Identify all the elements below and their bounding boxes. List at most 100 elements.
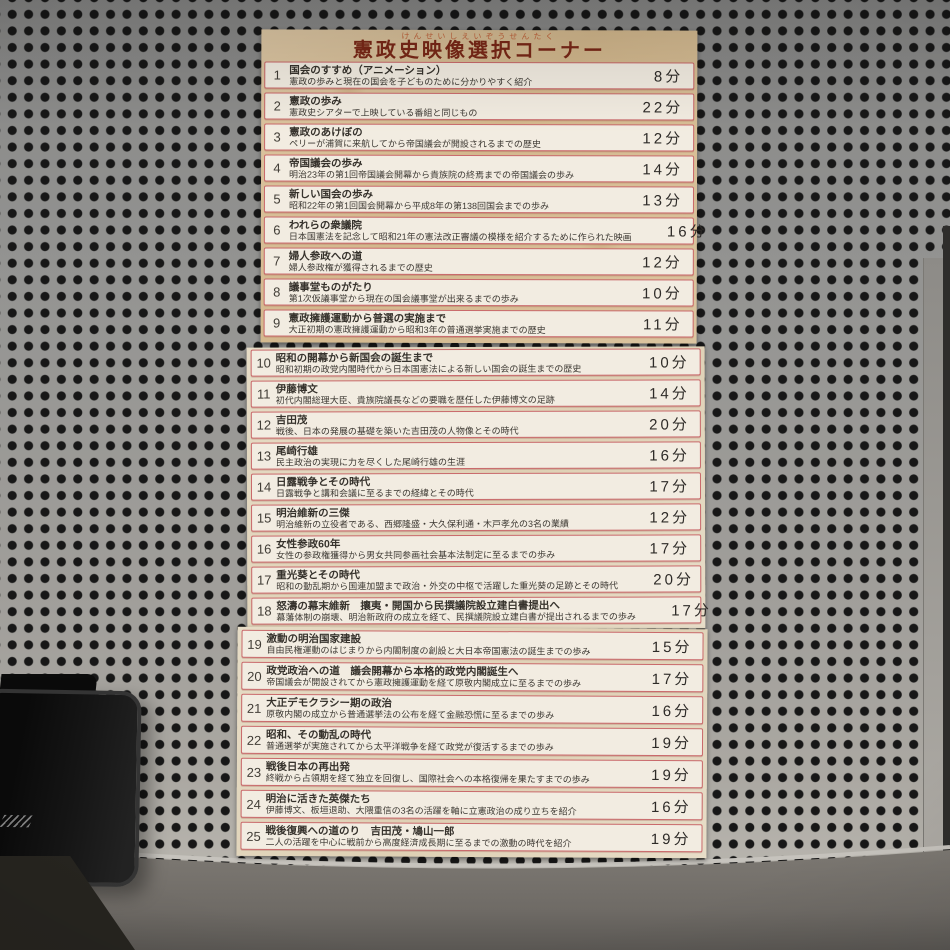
item-text: 昭和、その動乱の時代 普通選挙が実施されてから太平洋戦争を経て政党が復活するまで… xyxy=(266,727,616,755)
item-number: 9 xyxy=(272,315,281,331)
item-title: 明治維新の三傑 xyxy=(276,507,350,520)
item-description: 伊藤博文、板垣退助、大隈重信の3名の活躍を軸に立憲政治の成り立ちを紹介 xyxy=(265,804,577,817)
item-number: 25 xyxy=(246,828,261,844)
item-duration: 22分 xyxy=(642,99,684,117)
item-description: 幕藩体制の崩壊、明治新政府の成立を経て、民撰議院設立建白書が提出されるまでの歩み xyxy=(276,611,636,623)
item-text: 憲政のあけぼの ペリーが浦賀に来航してから帝国議会が開設されるまでの歴史 xyxy=(289,125,607,151)
item-text: 明治に活きた英傑たち 伊藤博文、板垣退助、大隈重信の3名の活躍を軸に立憲政治の成… xyxy=(266,791,616,819)
item-number: 10 xyxy=(256,355,271,371)
video-list-item: 23 戦後日本の再出発 終戦から占領期を経て独立を回復し、国際社会への本格復帰を… xyxy=(240,757,703,789)
video-list-item: 3 憲政のあけぼの ペリーが浦賀に来航してから帝国議会が開設されるまでの歴史 1… xyxy=(264,123,695,152)
video-list-item: 4 帝国議会の歩み 明治23年の第1回帝国議会開幕から貴族院の終焉までの帝国議会… xyxy=(264,154,695,183)
item-title: 尾崎行雄 xyxy=(275,445,318,458)
video-list-item: 10 昭和の開幕から新国会の誕生まで 昭和初期の政党内閣時代から日本国憲法による… xyxy=(250,348,701,377)
item-description: 終戦から占領期を経て独立を回復し、国際社会への本格復帰を果たすまでの歩み xyxy=(265,772,590,785)
item-number: 6 xyxy=(273,222,281,238)
item-description: ペリーが浦賀に来航してから帝国議会が開設されるまでの歴史 xyxy=(289,138,541,150)
item-title: われらの衆議院 xyxy=(288,219,362,232)
item-number: 24 xyxy=(246,796,261,812)
item-description: 日露戦争と講和会議に至るまでの経緯とその時代 xyxy=(276,488,474,499)
item-duration: 16分 xyxy=(649,447,690,465)
item-number: 12 xyxy=(256,417,272,433)
item-title: 伊藤博文 xyxy=(275,383,318,396)
video-list-item: 20 政党政治への道 議会開幕から本格的政党内閣誕生へ 帝国議会が開設されてから… xyxy=(241,661,704,693)
item-title: 婦人参政への道 xyxy=(288,250,363,263)
item-number: 16 xyxy=(256,541,272,557)
item-number: 19 xyxy=(247,636,262,652)
item-description: 第1次仮議事堂から現在の国会議事堂が出来るまでの歩み xyxy=(288,293,519,305)
item-description: 初代内閣総理大臣、貴族院議長などの要職を歴任した伊藤博文の足跡 xyxy=(275,394,555,406)
item-description: 普通選挙が実施されてから太平洋戦争を経て政党が復活するまでの歩み xyxy=(265,740,554,753)
item-description: 昭和22年の第1回国会開幕から平成8年の第138回国会までの歩み xyxy=(288,200,550,212)
video-list-item: 18 怒濤の幕末維新 攘夷・開国から民撰議院設立建白書提出へ 幕藩体制の崩壊、明… xyxy=(251,596,712,625)
panel-edge-shadow xyxy=(943,226,950,878)
item-text: 伊藤博文 初代内閣総理大臣、貴族院議長などの要職を歴任した伊藤博文の足跡 xyxy=(276,381,614,407)
item-number: 22 xyxy=(246,732,262,748)
item-description: 二人の活躍を中心に戦前から高度経済成長期に至るまでの激動の時代を紹介 xyxy=(265,836,572,849)
video-list-item: 17 重光葵とその時代 昭和の動乱期から国連加盟まで政治・外交の中枢で活躍した重… xyxy=(251,565,702,594)
video-list-item: 24 明治に活きた英傑たち 伊藤博文、板垣退助、大隈重信の3名の活躍を軸に立憲政… xyxy=(240,789,703,821)
item-number: 8 xyxy=(273,284,281,300)
poster-sheet-1: けんせいしえいぞうせんたく 憲政史映像選択コーナー 1 国会のすすめ（アニメーシ… xyxy=(260,29,708,344)
item-duration: 19分 xyxy=(651,734,693,752)
video-list-item: 22 昭和、その動乱の時代 普通選挙が実施されてから太平洋戦争を経て政党が復活す… xyxy=(240,725,704,757)
item-description: 帝国議会が開設されてから憲政擁護運動を経て原敬内閣成立に至るまでの歩み xyxy=(266,676,582,689)
item-title: 憲政の歩み xyxy=(289,95,342,108)
item-number: 21 xyxy=(246,700,262,716)
poster-title: 憲政史映像選択コーナー xyxy=(352,39,606,63)
video-list-item: 5 新しい国会の歩み 昭和22年の第1回国会開幕から平成8年の第138回国会まで… xyxy=(263,185,695,214)
item-text: 議事堂ものがたり 第1次仮議事堂から現在の国会議事堂が出来るまでの歩み xyxy=(289,280,607,306)
item-text: 戦後日本の再出発 終戦から占領期を経て独立を回復し、国際社会への本格復帰を果たす… xyxy=(266,759,616,787)
item-duration: 13分 xyxy=(642,192,683,210)
item-number: 2 xyxy=(273,98,281,114)
item-duration: 17分 xyxy=(649,478,691,496)
video-list-item: 25 戦後復興への道のり 吉田茂・鳩山一郎 二人の活躍を中心に戦前から高度経済成… xyxy=(240,821,703,853)
poster-title-banner: けんせいしえいぞうせんたく 憲政史映像選択コーナー xyxy=(264,29,694,63)
item-text: 憲政擁護運動から普選の実施まで 大正初期の憲政擁護運動から昭和3年の普通選挙実施… xyxy=(289,311,607,337)
video-list-item: 9 憲政擁護運動から普選の実施まで 大正初期の憲政擁護運動から昭和3年の普通選挙… xyxy=(263,309,694,338)
item-duration: 14分 xyxy=(642,161,684,179)
video-list-item: 6 われらの衆議院 日本国憲法を記念して昭和21年の憲法改正審議の模様を紹介する… xyxy=(263,216,708,245)
item-number: 11 xyxy=(256,386,271,402)
video-list-item: 2 憲政の歩み 憲政史シアターで上映している番組と同じもの 22分 xyxy=(264,92,695,121)
item-text: 吉田茂 戦後、日本の発展の基礎を築いた吉田茂の人物像とその時代 xyxy=(276,412,614,438)
item-title: 憲政のあけぼの xyxy=(289,126,363,139)
item-duration: 20分 xyxy=(653,571,694,589)
item-duration: 12分 xyxy=(642,254,683,272)
item-title: 吉田茂 xyxy=(275,414,308,427)
item-description: 民主政治の実現に力を尽くした尾崎行雄の生涯 xyxy=(275,457,465,468)
item-description: 大正初期の憲政擁護運動から昭和3年の普通選挙実施までの歴史 xyxy=(288,324,546,336)
item-description: 自由民権運動のはじまりから内閣制度の創設と大日本帝国憲法の誕生までの歩み xyxy=(266,644,591,657)
video-list-item: 21 大正デモクラシー期の政治 原敬内閣の成立から普通選挙法の公布を経て金融恐慌… xyxy=(241,693,704,725)
item-duration: 16分 xyxy=(651,702,693,720)
item-text: 憲政の歩み 憲政史シアターで上映している番組と同じもの xyxy=(289,94,607,120)
item-number: 1 xyxy=(273,67,281,83)
item-text: 女性参政60年 女性の参政権獲得から男女共同参画社会基本法制定に至るまでの歩み xyxy=(276,536,614,562)
panel-seam xyxy=(923,258,945,874)
item-duration: 17分 xyxy=(651,670,693,688)
item-number: 20 xyxy=(247,668,262,684)
item-title: 帝国議会の歩み xyxy=(289,157,363,170)
item-text: 尾崎行雄 民主政治の実現に力を尽くした尾崎行雄の生涯 xyxy=(276,443,614,469)
video-list-item: 15 明治維新の三傑 明治維新の立役者である、西郷隆盛・大久保利通・木戸孝允の3… xyxy=(251,503,702,532)
item-number: 7 xyxy=(273,253,281,269)
item-number: 15 xyxy=(256,510,272,526)
video-list-item: 11 伊藤博文 初代内閣総理大臣、貴族院議長などの要職を歴任した伊藤博文の足跡 … xyxy=(250,379,701,408)
item-duration: 16分 xyxy=(650,798,692,816)
video-list-item: 7 婦人参政への道 婦人参政権が獲得されるまでの歴史 12分 xyxy=(263,247,694,276)
item-duration: 15分 xyxy=(651,638,693,656)
video-list-item: 19 激動の明治国家建設 自由民権運動のはじまりから内閣制度の創設と大日本帝国憲… xyxy=(241,629,704,661)
item-text: 婦人参政への道 婦人参政権が獲得されるまでの歴史 xyxy=(289,249,607,275)
item-number: 18 xyxy=(257,603,272,619)
video-list-item: 16 女性参政60年 女性の参政権獲得から男女共同参画社会基本法制定に至るまでの… xyxy=(251,534,702,563)
item-text: 国会のすすめ（アニメーション） 憲政の歩みと現在の国会を子どものために分かりやす… xyxy=(289,63,607,89)
item-title: 女性参政60年 xyxy=(276,538,341,551)
item-text: われらの衆議院 日本国憲法を記念して昭和21年の憲法改正審議の模様を紹介するため… xyxy=(289,218,632,244)
item-text: 明治維新の三傑 明治維新の立役者である、西郷隆盛・大久保利通・木戸孝允の3名の業… xyxy=(276,505,614,531)
item-number: 13 xyxy=(256,448,272,464)
item-number: 5 xyxy=(273,191,281,207)
poster-sheet-2: 10 昭和の開幕から新国会の誕生まで 昭和初期の政党内閣時代から日本国憲法による… xyxy=(246,346,712,630)
item-duration: 17分 xyxy=(671,602,712,620)
item-number: 3 xyxy=(273,129,281,145)
